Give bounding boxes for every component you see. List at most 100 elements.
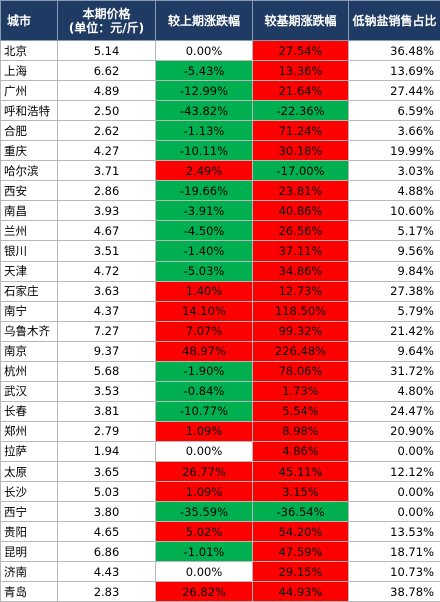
cell-price: 3.80 <box>58 502 156 522</box>
header-price-line1: 本期价格 <box>60 7 153 21</box>
cell-yoy-change: 71.24% <box>253 121 349 141</box>
cell-city: 银川 <box>1 241 58 261</box>
cell-low-sodium-share: 31.72% <box>349 361 440 381</box>
cell-price: 3.53 <box>58 381 156 401</box>
cell-city: 昆明 <box>1 542 58 562</box>
cell-yoy-change: 226.48% <box>253 341 349 361</box>
cell-city: 呼和浩特 <box>1 101 58 121</box>
cell-mom-change: 7.07% <box>156 321 253 341</box>
cell-city: 长沙 <box>1 482 58 502</box>
cell-yoy-change: 30.18% <box>253 141 349 161</box>
cell-city: 石家庄 <box>1 281 58 301</box>
cell-mom-change: 5.02% <box>156 522 253 542</box>
cell-mom-change: -10.11% <box>156 141 253 161</box>
cell-price: 3.81 <box>58 401 156 421</box>
cell-mom-change: 48.97% <box>156 341 253 361</box>
cell-yoy-change: 54.20% <box>253 522 349 542</box>
cell-city: 广州 <box>1 81 58 101</box>
header-low-sodium-share: 低钠盐销售占比 <box>349 1 440 41</box>
cell-price: 7.27 <box>58 321 156 341</box>
cell-yoy-change: 34.86% <box>253 261 349 281</box>
cell-low-sodium-share: 10.60% <box>349 201 440 221</box>
cell-city: 合肥 <box>1 121 58 141</box>
cell-price: 4.27 <box>58 141 156 161</box>
cell-city: 南宁 <box>1 301 58 321</box>
cell-low-sodium-share: 3.66% <box>349 121 440 141</box>
cell-price: 5.68 <box>58 361 156 381</box>
cell-city: 南京 <box>1 341 58 361</box>
cell-mom-change: -1.40% <box>156 241 253 261</box>
cell-low-sodium-share: 4.88% <box>349 181 440 201</box>
cell-yoy-change: 4.86% <box>253 441 349 461</box>
cell-low-sodium-share: 13.69% <box>349 61 440 81</box>
cell-low-sodium-share: 0.00% <box>349 482 440 502</box>
cell-city: 西安 <box>1 181 58 201</box>
cell-mom-change: -0.84% <box>156 381 253 401</box>
cell-mom-change: 1.40% <box>156 281 253 301</box>
cell-mom-change: -5.03% <box>156 261 253 281</box>
cell-yoy-change: -17.00% <box>253 161 349 181</box>
cell-yoy-change: 26.56% <box>253 221 349 241</box>
cell-yoy-change: 3.15% <box>253 482 349 502</box>
cell-mom-change: -4.50% <box>156 221 253 241</box>
cell-price: 3.63 <box>58 281 156 301</box>
cell-yoy-change: 47.59% <box>253 542 349 562</box>
cell-mom-change: -12.99% <box>156 81 253 101</box>
cell-mom-change: 1.09% <box>156 482 253 502</box>
cell-price: 2.83 <box>58 582 156 602</box>
cell-city: 杭州 <box>1 361 58 381</box>
cell-price: 5.14 <box>58 41 156 61</box>
cell-low-sodium-share: 13.53% <box>349 522 440 542</box>
cell-mom-change: 0.00% <box>156 41 253 61</box>
cell-price: 5.03 <box>58 482 156 502</box>
cell-price: 3.71 <box>58 161 156 181</box>
cell-price: 9.37 <box>58 341 156 361</box>
header-row: 城市 本期价格 (单位：元/斤) 较上期涨跌幅 较基期涨跌幅 低钠盐销售占比 <box>1 1 440 41</box>
cell-mom-change: 26.82% <box>156 582 253 602</box>
cell-low-sodium-share: 5.17% <box>349 221 440 241</box>
cell-price: 2.50 <box>58 101 156 121</box>
cell-low-sodium-share: 9.64% <box>349 341 440 361</box>
cell-mom-change: -35.59% <box>156 502 253 522</box>
cell-city: 上海 <box>1 61 58 81</box>
cell-mom-change: -1.01% <box>156 542 253 562</box>
header-price-line2: (单位：元/斤) <box>60 21 153 35</box>
cell-mom-change: -1.90% <box>156 361 253 381</box>
cell-low-sodium-share: 12.12% <box>349 461 440 481</box>
cell-yoy-change: 40.86% <box>253 201 349 221</box>
cell-low-sodium-share: 9.84% <box>349 261 440 281</box>
cell-city: 兰州 <box>1 221 58 241</box>
cell-yoy-change: 27.54% <box>253 41 349 61</box>
cell-yoy-change: 12.73% <box>253 281 349 301</box>
cell-mom-change: -43.82% <box>156 101 253 121</box>
header-mom-change: 较上期涨跌幅 <box>156 1 253 41</box>
cell-mom-change: -1.13% <box>156 121 253 141</box>
cell-low-sodium-share: 18.71% <box>349 542 440 562</box>
cell-price: 4.65 <box>58 522 156 542</box>
cell-price: 3.51 <box>58 241 156 261</box>
cell-low-sodium-share: 27.38% <box>349 281 440 301</box>
cell-city: 青岛 <box>1 582 58 602</box>
cell-yoy-change: -36.54% <box>253 502 349 522</box>
cell-price: 4.89 <box>58 81 156 101</box>
cell-mom-change: -10.77% <box>156 401 253 421</box>
